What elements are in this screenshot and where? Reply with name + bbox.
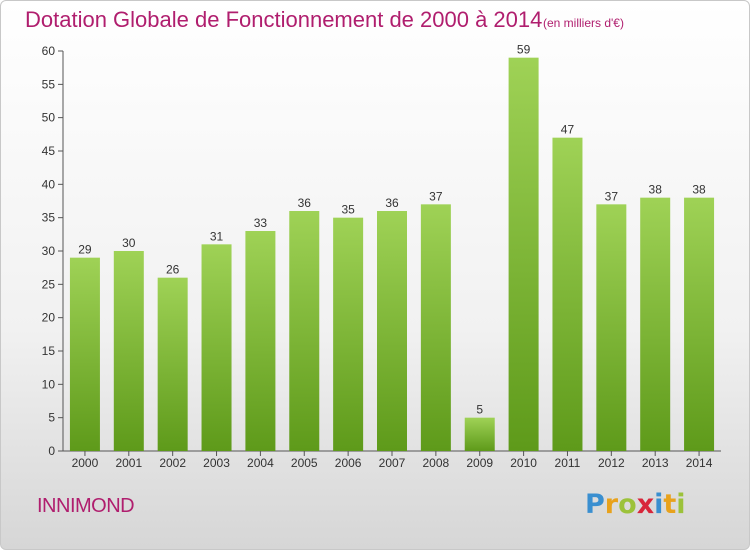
x-tick-label-2006: 2006 (335, 456, 362, 470)
x-tick-label-2004: 2004 (247, 456, 274, 470)
y-tick-label: 0 (48, 444, 55, 458)
proxiti-logo: Proxiti (585, 489, 686, 520)
data-label-2000: 29 (78, 243, 92, 257)
logo-letter: x (636, 489, 655, 520)
x-tick-label-2012: 2012 (598, 456, 625, 470)
data-label-2005: 36 (298, 196, 312, 210)
y-tick-label: 40 (42, 177, 56, 191)
logo-letter: i (654, 489, 664, 520)
data-label-2010: 59 (517, 43, 531, 57)
logo-letter: r (604, 489, 619, 520)
data-label-2002: 26 (166, 263, 180, 277)
y-tick-label: 45 (42, 144, 56, 158)
logo-letter: t (663, 489, 677, 520)
bar-2004 (245, 231, 276, 451)
data-label-2009: 5 (476, 403, 483, 417)
bar-2014 (684, 197, 715, 451)
x-tick-label-2014: 2014 (686, 456, 713, 470)
x-tick-label-2003: 2003 (203, 456, 230, 470)
data-label-2014: 38 (692, 183, 706, 197)
data-label-2011: 47 (561, 123, 575, 137)
bar-2010 (508, 57, 539, 452)
bar-2006 (333, 217, 364, 451)
y-tick-label: 55 (42, 77, 56, 91)
data-label-2012: 37 (605, 189, 619, 203)
x-tick-label-2000: 2000 (72, 456, 99, 470)
bar-2008 (420, 204, 451, 451)
bar-2003 (201, 244, 232, 451)
x-tick-label-2010: 2010 (510, 456, 537, 470)
bar-2009 (464, 417, 495, 451)
bar-2013 (640, 197, 671, 451)
y-tick-label: 15 (42, 344, 56, 358)
bar-chart: 0 5 10 15 20 25 30 35 40 45 50 55 60 2000 2001 2002 2003… (42, 43, 721, 470)
x-tick-label-2009: 2009 (466, 456, 493, 470)
x-tick-label-2005: 2005 (291, 456, 318, 470)
bar-2001 (113, 251, 144, 451)
y-tick-label: 60 (42, 44, 56, 58)
labels: 29 30 26 31 33 36 35 36 37 5 59 47 37 38 38 (78, 43, 706, 417)
chart-title: Dotation Globale de Fonctionnement de 20… (25, 7, 543, 32)
data-label-2008: 37 (429, 189, 443, 203)
y-tick-label: 35 (42, 211, 56, 225)
data-label-2006: 35 (341, 203, 355, 217)
bar-2012 (596, 204, 627, 451)
x-tick-label-2011: 2011 (555, 456, 581, 470)
bar-2005 (289, 211, 320, 451)
x-tick-label-2001: 2001 (115, 456, 142, 470)
x-tick-label-2008: 2008 (423, 456, 450, 470)
y-tick-label: 5 (48, 411, 55, 425)
logo-letter: o (618, 489, 637, 520)
bar-2007 (377, 211, 407, 451)
bar-2002 (157, 277, 188, 451)
data-label-2003: 31 (210, 229, 224, 243)
y-tick-label: 30 (42, 244, 56, 258)
chart-subtitle: (en milliers d'€) (543, 16, 624, 30)
bar-2011 (552, 137, 583, 451)
bars (69, 57, 715, 452)
x-tick-label-2013: 2013 (642, 456, 669, 470)
y-tick-label: 10 (42, 377, 56, 391)
data-label-2004: 33 (254, 216, 268, 230)
logo-letter: i (676, 489, 686, 520)
axes: 0 5 10 15 20 25 30 35 40 45 50 55 60 2000 2001 2002 2003… (42, 44, 721, 470)
bar-2000 (69, 257, 100, 451)
x-tick-label-2002: 2002 (159, 456, 186, 470)
y-tick-label: 25 (42, 277, 56, 291)
commune-name: INNIMOND (37, 495, 135, 517)
data-label-2001: 30 (122, 236, 136, 250)
logo-letter: P (585, 489, 605, 520)
x-tick-label-2007: 2007 (379, 456, 406, 470)
y-tick-label: 20 (42, 311, 56, 325)
data-label-2007: 36 (385, 196, 399, 210)
data-label-2013: 38 (649, 183, 663, 197)
y-tick-label: 50 (42, 111, 56, 125)
